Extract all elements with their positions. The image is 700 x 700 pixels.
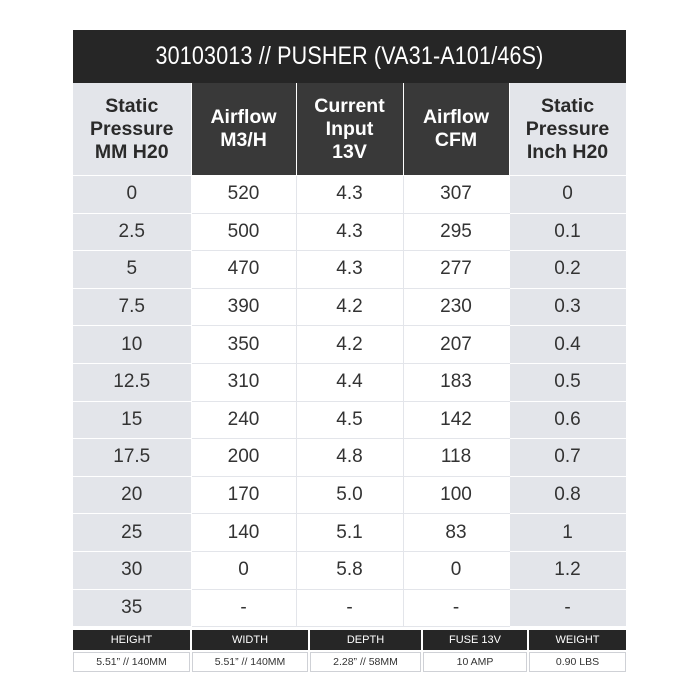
cell-airflow-m3h: 390 (191, 288, 297, 327)
spec-value-height: 5.51” // 140MM (73, 652, 190, 673)
spec-value-fuse: 10 AMP (423, 652, 527, 673)
spec-label-weight: WEIGHT (529, 630, 626, 651)
cell-airflow-m3h: 140 (191, 513, 297, 552)
header-static-pressure-inch: Static Pressure Inch H20 (509, 83, 627, 176)
cell-static-pressure-mm: 12.5 (73, 363, 192, 402)
cell-airflow-m3h: 470 (191, 250, 297, 289)
spec-label-depth: DEPTH (310, 630, 421, 651)
cell-airflow-m3h: 200 (191, 438, 297, 477)
header-airflow-m3h: Airflow M3/H (191, 83, 297, 176)
cell-static-pressure-mm: 30 (73, 551, 192, 590)
cell-current-input: 4.4 (296, 363, 404, 402)
cell-static-pressure-mm: 0 (73, 175, 192, 214)
cell-current-input: 4.3 (296, 175, 404, 214)
header-current-input: Current Input 13V (296, 83, 404, 176)
cell-current-input: 4.3 (296, 213, 404, 252)
cell-static-pressure-inch: 0.4 (509, 325, 627, 364)
spec-values-row: 5.51” // 140MM 5.51” // 140MM 2.28” // 5… (73, 652, 626, 673)
cell-airflow-cfm: 0 (403, 551, 510, 590)
cell-airflow-m3h: 0 (191, 551, 297, 590)
cell-static-pressure-mm: 10 (73, 325, 192, 364)
cell-static-pressure-inch: 0.3 (509, 288, 627, 327)
cell-airflow-m3h: - (191, 589, 297, 628)
cell-airflow-cfm: 230 (403, 288, 510, 327)
cell-airflow-m3h: 350 (191, 325, 297, 364)
cell-static-pressure-mm: 5 (73, 250, 192, 289)
cell-static-pressure-mm: 7.5 (73, 288, 192, 327)
cell-current-input: 4.5 (296, 401, 404, 440)
cell-airflow-cfm: 142 (403, 401, 510, 440)
cell-static-pressure-mm: 17.5 (73, 438, 192, 477)
table-body: 0 520 4.3 307 0 2.5 500 4.3 295 0.1 5 470 4.3 277 0.2 7… (73, 175, 627, 628)
table-row: 7.5 390 4.2 230 0.3 (73, 288, 627, 327)
spec-value-width: 5.51” // 140MM (192, 652, 308, 673)
cell-current-input: 5.0 (296, 476, 404, 515)
spec-label-width: WIDTH (192, 630, 308, 651)
cell-current-input: - (296, 589, 404, 628)
table-row: 20 170 5.0 100 0.8 (73, 476, 627, 515)
cell-airflow-m3h: 500 (191, 213, 297, 252)
table-row: 12.5 310 4.4 183 0.5 (73, 363, 627, 402)
spec-value-depth: 2.28” // 58MM (310, 652, 421, 673)
cell-airflow-m3h: 170 (191, 476, 297, 515)
cell-airflow-cfm: 277 (403, 250, 510, 289)
cell-airflow-m3h: 520 (191, 175, 297, 214)
cell-current-input: 5.8 (296, 551, 404, 590)
cell-airflow-cfm: 83 (403, 513, 510, 552)
table-row: 15 240 4.5 142 0.6 (73, 401, 627, 440)
cell-current-input: 4.3 (296, 250, 404, 289)
table-row: 0 520 4.3 307 0 (73, 175, 627, 214)
table-row: 2.5 500 4.3 295 0.1 (73, 213, 627, 252)
cell-static-pressure-inch: 0.7 (509, 438, 627, 477)
cell-airflow-cfm: 100 (403, 476, 510, 515)
cell-static-pressure-inch: 0.8 (509, 476, 627, 515)
cell-static-pressure-inch: - (509, 589, 627, 628)
cell-current-input: 4.2 (296, 288, 404, 327)
cell-static-pressure-mm: 15 (73, 401, 192, 440)
spec-labels-row: HEIGHT WIDTH DEPTH FUSE 13V WEIGHT (73, 630, 626, 651)
spec-label-height: HEIGHT (73, 630, 190, 651)
cell-airflow-cfm: 207 (403, 325, 510, 364)
cell-static-pressure-mm: 2.5 (73, 213, 192, 252)
product-title: 30103013 // PUSHER (VA31-A101/46S) (111, 30, 588, 83)
cell-static-pressure-mm: 35 (73, 589, 192, 628)
cell-static-pressure-inch: 0.5 (509, 363, 627, 402)
table-row: 30 0 5.8 0 1.2 (73, 551, 627, 590)
cell-static-pressure-inch: 0.6 (509, 401, 627, 440)
cell-static-pressure-mm: 25 (73, 513, 192, 552)
performance-table: Static Pressure MM H20 Airflow M3/H Curr… (73, 83, 627, 628)
table-row: 10 350 4.2 207 0.4 (73, 325, 627, 364)
header-airflow-cfm: Airflow CFM (403, 83, 510, 176)
cell-airflow-m3h: 240 (191, 401, 297, 440)
cell-airflow-m3h: 310 (191, 363, 297, 402)
cell-current-input: 4.2 (296, 325, 404, 364)
cell-current-input: 4.8 (296, 438, 404, 477)
cell-static-pressure-mm: 20 (73, 476, 192, 515)
table-row: 35- - - - (73, 589, 627, 628)
cell-static-pressure-inch: 0.2 (509, 250, 627, 289)
spec-label-fuse: FUSE 13V (423, 630, 527, 651)
cell-static-pressure-inch: 0 (509, 175, 627, 214)
spec-sheet: 30103013 // PUSHER (VA31-A101/46S) Stati… (73, 30, 627, 673)
title-bar: 30103013 // PUSHER (VA31-A101/46S) (73, 30, 626, 83)
table-header-row: Static Pressure MM H20 Airflow M3/H Curr… (73, 83, 627, 176)
cell-current-input: 5.1 (296, 513, 404, 552)
spec-value-weight: 0.90 LBS (529, 652, 626, 673)
cell-airflow-cfm: 307 (403, 175, 510, 214)
header-static-pressure-mm: Static Pressure MM H20 (73, 83, 192, 176)
cell-static-pressure-inch: 0.1 (509, 213, 627, 252)
cell-airflow-cfm: 295 (403, 213, 510, 252)
cell-airflow-cfm: 118 (403, 438, 510, 477)
table-row: 5 470 4.3 277 0.2 (73, 250, 627, 289)
cell-static-pressure-inch: 1.2 (509, 551, 627, 590)
table-row: 17.5 200 4.8 118 0.7 (73, 438, 627, 477)
table-row: 25 140 5.1 83 1 (73, 513, 627, 552)
cell-airflow-cfm: - (403, 589, 510, 628)
cell-static-pressure-inch: 1 (509, 513, 627, 552)
cell-airflow-cfm: 183 (403, 363, 510, 402)
